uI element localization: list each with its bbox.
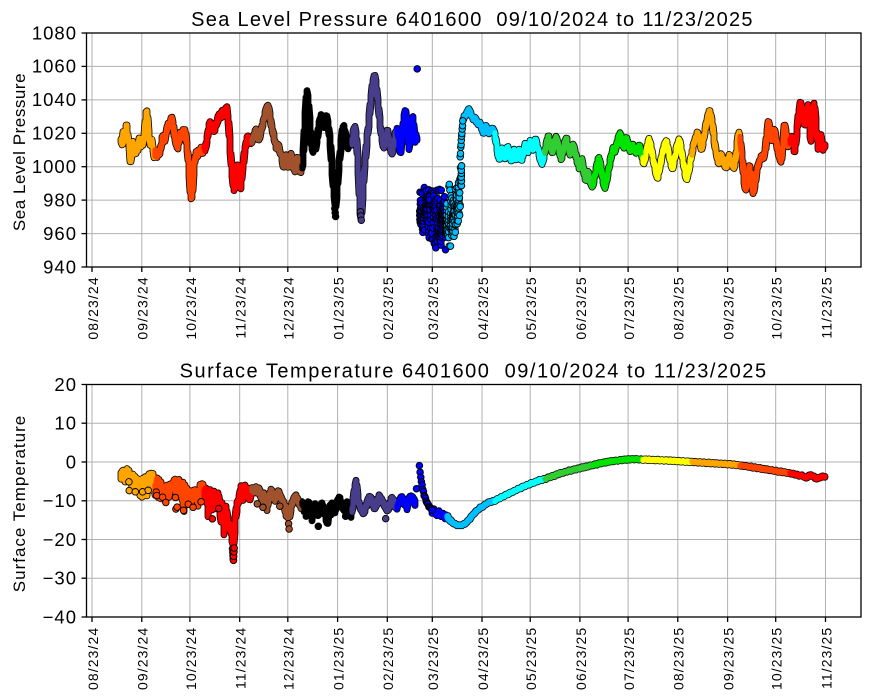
svg-text:1080: 1080	[32, 22, 77, 43]
svg-text:10/23/24: 10/23/24	[183, 627, 199, 690]
svg-text:1040: 1040	[32, 89, 77, 110]
svg-text:01/23/25: 01/23/25	[331, 627, 347, 690]
svg-text:05/23/25: 05/23/25	[523, 276, 539, 339]
svg-text:03/23/25: 03/23/25	[425, 627, 441, 690]
svg-text:−10: −10	[43, 490, 77, 511]
svg-text:20: 20	[54, 374, 77, 395]
svg-text:06/23/25: 06/23/25	[573, 276, 589, 339]
svg-text:−40: −40	[43, 606, 77, 627]
svg-text:−30: −30	[43, 568, 77, 589]
svg-text:10/23/25: 10/23/25	[769, 276, 785, 339]
svg-text:0: 0	[66, 451, 77, 472]
svg-text:04/23/25: 04/23/25	[475, 276, 491, 339]
svg-text:09/23/25: 09/23/25	[721, 627, 737, 690]
svg-text:08/23/25: 08/23/25	[671, 276, 687, 339]
svg-text:11/23/25: 11/23/25	[818, 276, 834, 338]
svg-text:02/23/25: 02/23/25	[380, 276, 396, 339]
svg-text:960: 960	[43, 223, 77, 244]
svg-text:980: 980	[43, 189, 77, 210]
svg-text:10: 10	[54, 413, 77, 434]
svg-text:07/23/25: 07/23/25	[621, 627, 637, 690]
svg-text:01/23/25: 01/23/25	[331, 276, 347, 339]
svg-text:1020: 1020	[32, 123, 77, 144]
svg-text:Surface Temperature: Surface Temperature	[10, 415, 29, 592]
svg-text:12/23/24: 12/23/24	[281, 627, 297, 690]
svg-text:11/23/24: 11/23/24	[233, 276, 249, 338]
svg-text:1000: 1000	[32, 156, 77, 177]
svg-text:Sea Level Pressure: Sea Level Pressure	[10, 73, 29, 231]
svg-text:−20: −20	[43, 529, 77, 550]
svg-text:04/23/25: 04/23/25	[475, 627, 491, 690]
svg-text:08/23/24: 08/23/24	[85, 627, 101, 690]
svg-text:08/23/24: 08/23/24	[85, 276, 101, 339]
svg-text:02/23/25: 02/23/25	[380, 627, 396, 690]
svg-text:Sea Level Pressure 6401600 09: Sea Level Pressure 6401600 09/10/2024 to…	[191, 9, 754, 31]
svg-text:03/23/25: 03/23/25	[425, 276, 441, 339]
svg-text:1060: 1060	[32, 56, 77, 77]
svg-text:09/23/24: 09/23/24	[135, 627, 151, 690]
svg-text:11/23/24: 11/23/24	[233, 627, 249, 689]
svg-text:10/23/25: 10/23/25	[769, 627, 785, 690]
svg-text:940: 940	[43, 256, 77, 277]
svg-text:06/23/25: 06/23/25	[573, 627, 589, 690]
svg-text:09/23/25: 09/23/25	[721, 276, 737, 339]
svg-text:09/23/24: 09/23/24	[135, 276, 151, 339]
svg-text:07/23/25: 07/23/25	[621, 276, 637, 339]
svg-text:12/23/24: 12/23/24	[281, 276, 297, 339]
svg-text:05/23/25: 05/23/25	[523, 627, 539, 690]
svg-text:08/23/25: 08/23/25	[671, 627, 687, 690]
svg-text:10/23/24: 10/23/24	[183, 276, 199, 339]
svg-text:11/23/25: 11/23/25	[818, 627, 834, 689]
svg-text:Surface Temperature 6401600 0: Surface Temperature 6401600 09/10/2024 t…	[180, 360, 768, 382]
